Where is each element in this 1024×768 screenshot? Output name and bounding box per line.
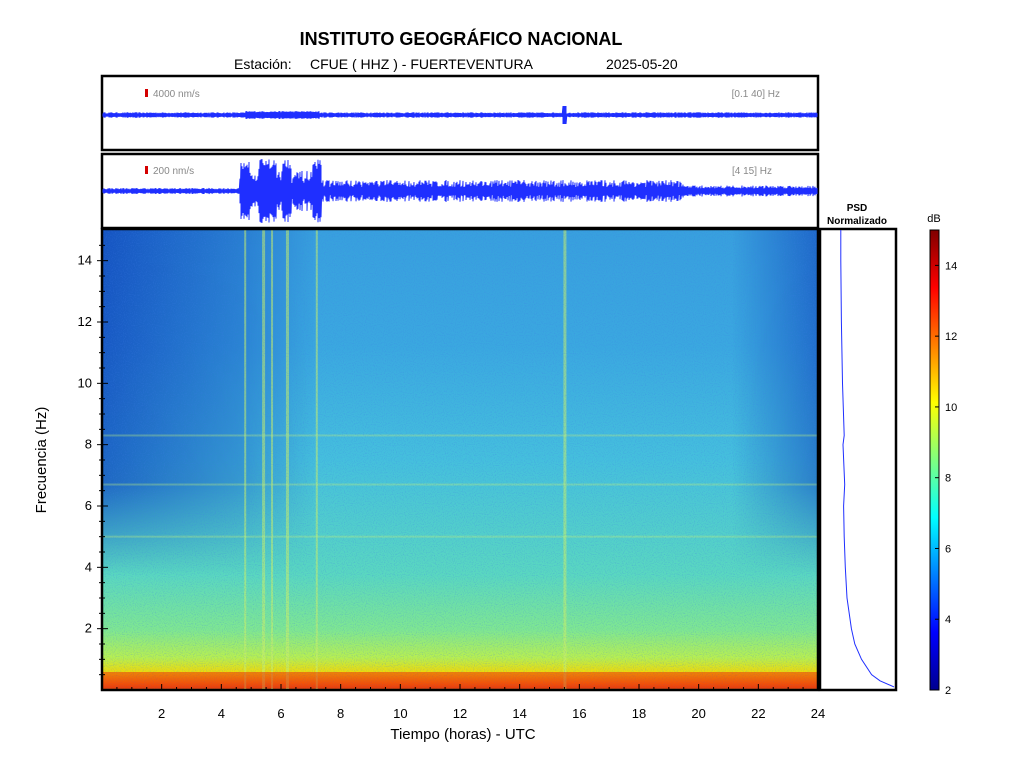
psd-curve	[840, 230, 895, 688]
x-axis-label: Tiempo (horas) - UTC	[390, 726, 535, 743]
x-tick-label: 14	[512, 706, 526, 721]
colorbar: dB 2 4 6 8 10 12 14	[927, 213, 957, 697]
colorbar-tick-label: 6	[945, 543, 951, 555]
psd-panel: PSD Normalizado	[818, 203, 898, 692]
scale-bar-mark	[145, 166, 148, 174]
scale-bar-mark	[145, 89, 148, 97]
trace-filter-label: [0.1 40] Hz	[732, 89, 780, 100]
colorbar-tick-label: 8	[945, 473, 951, 485]
x-tick-label: 2	[158, 706, 165, 721]
trace-scale-label: 4000 nm/s	[153, 89, 200, 100]
y-tick-label: 8	[85, 437, 92, 452]
x-tick-label: 12	[453, 706, 467, 721]
y-tick-label: 12	[78, 314, 92, 329]
colorbar-tick-label: 10	[945, 402, 957, 414]
psd-subtitle: Normalizado	[827, 216, 887, 227]
x-tick-label: 8	[337, 706, 344, 721]
y-axis: 2 4 6 8 10 12 14	[78, 244, 108, 676]
colorbar-tick-label: 4	[945, 614, 951, 626]
station-label: Estación:	[234, 56, 292, 72]
station-name: CFUE ( HHZ ) - FUERTEVENTURA	[310, 56, 534, 72]
x-tick-label: 10	[393, 706, 407, 721]
trace-filter-label: [4 15] Hz	[732, 166, 772, 177]
colorbar-tick-label: 12	[945, 331, 957, 343]
colorbar-unit: dB	[927, 213, 940, 225]
x-tick-label: 4	[218, 706, 225, 721]
x-tick-label: 20	[691, 706, 705, 721]
y-tick-label: 6	[85, 498, 92, 513]
x-axis: 2 4 6 8 10 12 14 16 18 20 22 24	[116, 684, 825, 721]
psd-title: PSD	[847, 203, 868, 214]
colorbar-tick-label: 2	[945, 685, 951, 697]
colorbar-tick-label: 14	[945, 260, 957, 272]
y-tick-label: 2	[85, 621, 92, 636]
y-tick-label: 10	[78, 375, 92, 390]
y-axis-label: Frecuencia (Hz)	[33, 407, 50, 514]
x-tick-label: 18	[632, 706, 646, 721]
trace-scale-label: 200 nm/s	[153, 166, 194, 177]
x-tick-label: 6	[277, 706, 284, 721]
x-tick-label: 24	[811, 706, 825, 721]
x-tick-label: 22	[751, 706, 765, 721]
y-tick-label: 14	[78, 253, 92, 268]
trace-panel-broadband: 4000 nm/s [0.1 40] Hz	[100, 74, 820, 152]
figure-title: INSTITUTO GEOGRÁFICO NACIONAL	[300, 28, 623, 49]
broadband-trace-line	[102, 105, 818, 125]
x-tick-label: 16	[572, 706, 586, 721]
record-date: 2025-05-20	[606, 56, 678, 72]
filtered-trace-line	[102, 159, 818, 223]
y-tick-label: 4	[85, 559, 92, 574]
trace-panel-filtered: 200 nm/s [4 15] Hz	[100, 152, 820, 230]
spectrogram	[100, 227, 820, 692]
